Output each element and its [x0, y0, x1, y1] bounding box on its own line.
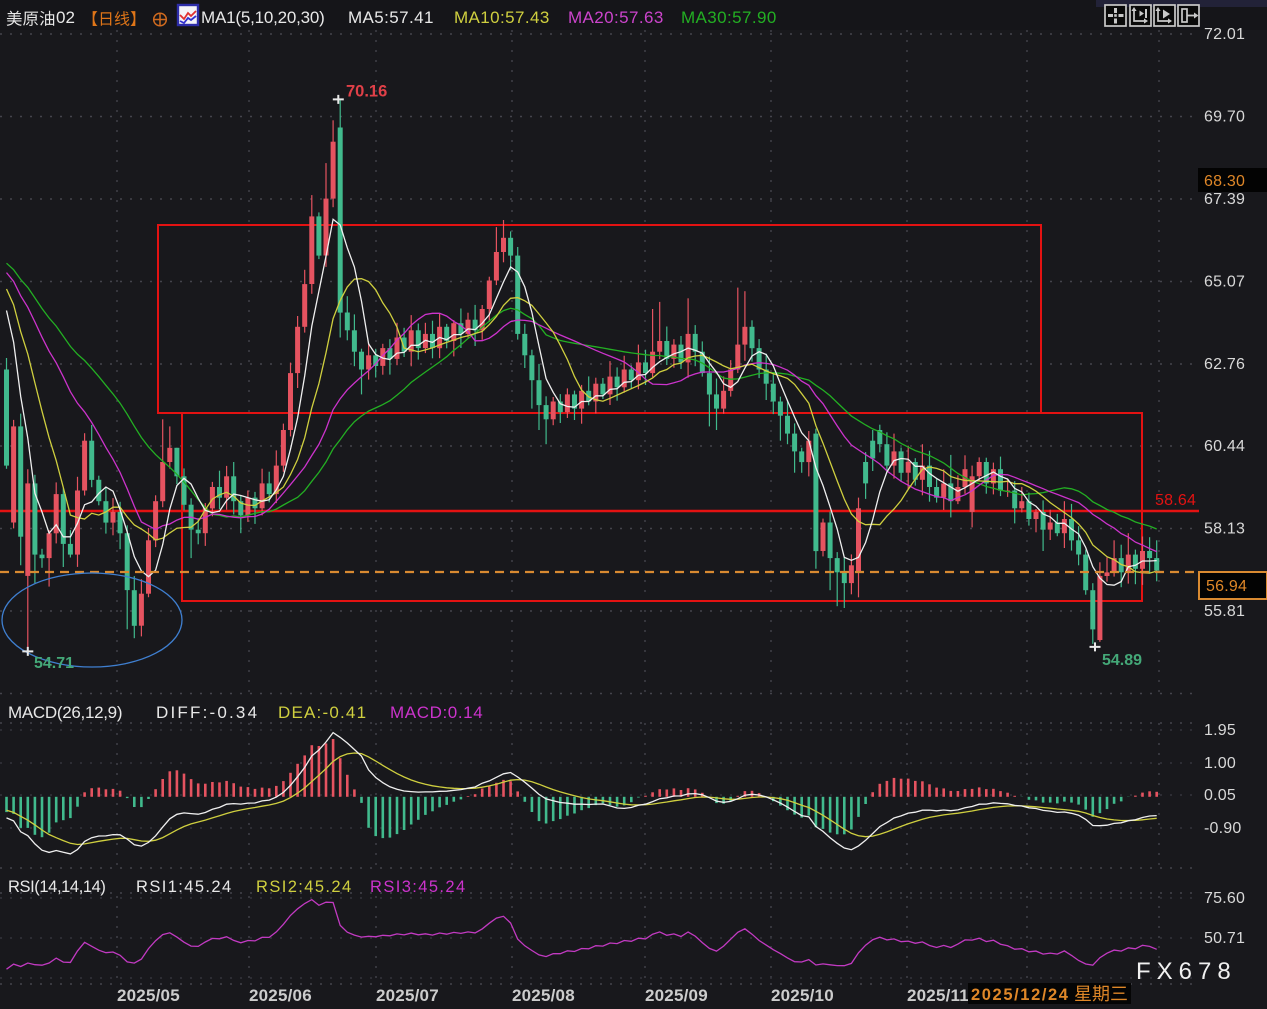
svg-text:54.89: 54.89 — [1102, 652, 1142, 669]
svg-text:-0.90: -0.90 — [1204, 820, 1241, 837]
svg-text:RSI1:45.24: RSI1:45.24 — [136, 878, 233, 896]
svg-text:50.71: 50.71 — [1204, 930, 1245, 947]
svg-text:58.13: 58.13 — [1204, 521, 1245, 538]
svg-text:56.94: 56.94 — [1206, 578, 1247, 595]
svg-text:1.00: 1.00 — [1204, 755, 1236, 772]
svg-text:1.95: 1.95 — [1204, 722, 1236, 739]
svg-text:MA5:57.41: MA5:57.41 — [348, 8, 434, 27]
svg-text:70.16: 70.16 — [346, 83, 387, 101]
svg-text:MA30:57.90: MA30:57.90 — [681, 8, 777, 27]
svg-text:55.81: 55.81 — [1204, 603, 1245, 620]
svg-text:MA1(5,10,20,30): MA1(5,10,20,30) — [201, 8, 325, 27]
svg-text:MACD:0.14: MACD:0.14 — [390, 703, 483, 722]
svg-text:0.05: 0.05 — [1204, 787, 1236, 804]
svg-text:2025/06: 2025/06 — [249, 986, 312, 1005]
svg-text:2025/07: 2025/07 — [376, 986, 439, 1005]
svg-text:62.76: 62.76 — [1204, 356, 1245, 373]
svg-text:68.30: 68.30 — [1204, 173, 1245, 190]
svg-text:2025/12/24: 2025/12/24 — [971, 986, 1070, 1004]
svg-text:FX678: FX678 — [1136, 958, 1237, 985]
svg-text:2025/08: 2025/08 — [512, 986, 575, 1005]
svg-text:75.60: 75.60 — [1204, 890, 1245, 907]
svg-text:2025/10: 2025/10 — [771, 986, 834, 1005]
svg-text:65.07: 65.07 — [1204, 274, 1245, 291]
svg-text:MACD(26,12,9): MACD(26,12,9) — [8, 703, 122, 722]
svg-text:2025/09: 2025/09 — [645, 986, 708, 1005]
svg-text:MA20:57.63: MA20:57.63 — [568, 8, 664, 27]
svg-text:67.39: 67.39 — [1204, 191, 1245, 208]
svg-text:DIFF:-0.34: DIFF:-0.34 — [156, 703, 259, 722]
svg-text:58.64: 58.64 — [1155, 492, 1196, 509]
svg-text:RSI2:45.24: RSI2:45.24 — [256, 878, 353, 896]
svg-text:60.44: 60.44 — [1204, 438, 1245, 455]
svg-text:54.71: 54.71 — [34, 655, 74, 672]
svg-text:RSI(14,14,14): RSI(14,14,14) — [8, 878, 106, 896]
svg-text:2025/05: 2025/05 — [117, 986, 180, 1005]
svg-text:RSI3:45.24: RSI3:45.24 — [370, 878, 467, 896]
svg-text:69.70: 69.70 — [1204, 109, 1245, 126]
svg-text:02: 02 — [56, 8, 75, 27]
svg-text:DEA:-0.41: DEA:-0.41 — [278, 703, 367, 722]
svg-text:72.01: 72.01 — [1204, 26, 1245, 43]
svg-text:MA10:57.43: MA10:57.43 — [454, 8, 550, 27]
svg-text:2025/11: 2025/11 — [907, 986, 969, 1005]
